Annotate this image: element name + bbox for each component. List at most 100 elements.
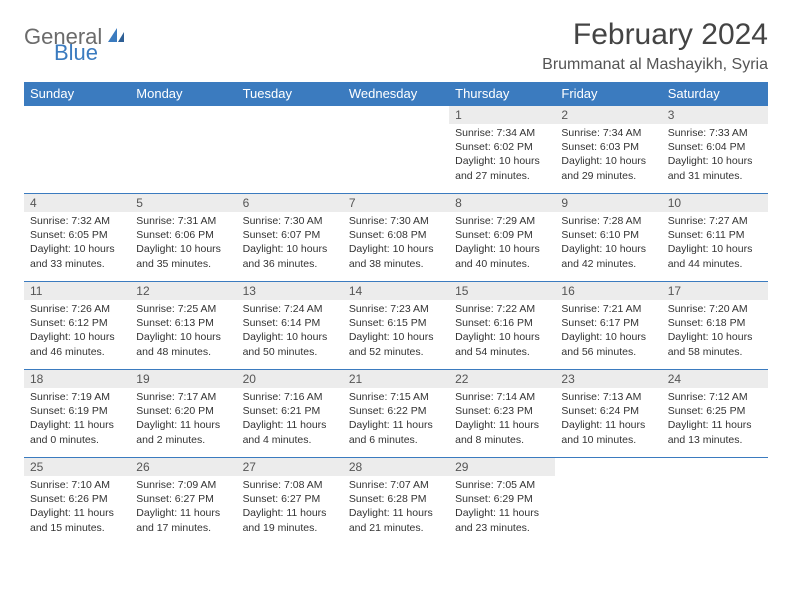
sunrise-text: Sunrise: 7:30 AM — [349, 214, 443, 228]
daylight-text: Daylight: 10 hours and 35 minutes. — [136, 242, 230, 270]
daylight-text: Daylight: 10 hours and 27 minutes. — [455, 154, 549, 182]
day-body: Sunrise: 7:34 AMSunset: 6:03 PMDaylight:… — [555, 124, 661, 187]
sunrise-text: Sunrise: 7:34 AM — [455, 126, 549, 140]
sunrise-text: Sunrise: 7:14 AM — [455, 390, 549, 404]
calendar-day-cell: 22Sunrise: 7:14 AMSunset: 6:23 PMDayligh… — [449, 370, 555, 458]
day-number: 14 — [343, 282, 449, 300]
calendar-day-cell: 13Sunrise: 7:24 AMSunset: 6:14 PMDayligh… — [237, 282, 343, 370]
sunset-text: Sunset: 6:29 PM — [455, 492, 549, 506]
calendar-day-cell: 24Sunrise: 7:12 AMSunset: 6:25 PMDayligh… — [662, 370, 768, 458]
sunrise-text: Sunrise: 7:31 AM — [136, 214, 230, 228]
day-body: Sunrise: 7:07 AMSunset: 6:28 PMDaylight:… — [343, 476, 449, 539]
day-body: Sunrise: 7:16 AMSunset: 6:21 PMDaylight:… — [237, 388, 343, 451]
daylight-text: Daylight: 11 hours and 10 minutes. — [561, 418, 655, 446]
daylight-text: Daylight: 11 hours and 23 minutes. — [455, 506, 549, 534]
calendar-day-cell: 2Sunrise: 7:34 AMSunset: 6:03 PMDaylight… — [555, 106, 661, 194]
sunrise-text: Sunrise: 7:05 AM — [455, 478, 549, 492]
sunset-text: Sunset: 6:19 PM — [30, 404, 124, 418]
sunset-text: Sunset: 6:15 PM — [349, 316, 443, 330]
day-body: Sunrise: 7:05 AMSunset: 6:29 PMDaylight:… — [449, 476, 555, 539]
sunset-text: Sunset: 6:27 PM — [136, 492, 230, 506]
day-body: Sunrise: 7:32 AMSunset: 6:05 PMDaylight:… — [24, 212, 130, 275]
daylight-text: Daylight: 10 hours and 56 minutes. — [561, 330, 655, 358]
day-number: 24 — [662, 370, 768, 388]
daylight-text: Daylight: 11 hours and 8 minutes. — [455, 418, 549, 446]
day-number: 2 — [555, 106, 661, 124]
daylight-text: Daylight: 10 hours and 46 minutes. — [30, 330, 124, 358]
daylight-text: Daylight: 10 hours and 40 minutes. — [455, 242, 549, 270]
daylight-text: Daylight: 10 hours and 29 minutes. — [561, 154, 655, 182]
calendar-day-cell: 3Sunrise: 7:33 AMSunset: 6:04 PMDaylight… — [662, 106, 768, 194]
day-number: 18 — [24, 370, 130, 388]
sunset-text: Sunset: 6:04 PM — [668, 140, 762, 154]
day-body: Sunrise: 7:17 AMSunset: 6:20 PMDaylight:… — [130, 388, 236, 451]
sunset-text: Sunset: 6:28 PM — [349, 492, 443, 506]
day-body: Sunrise: 7:08 AMSunset: 6:27 PMDaylight:… — [237, 476, 343, 539]
daylight-text: Daylight: 11 hours and 2 minutes. — [136, 418, 230, 446]
day-number: 27 — [237, 458, 343, 476]
day-body: Sunrise: 7:28 AMSunset: 6:10 PMDaylight:… — [555, 212, 661, 275]
day-body: Sunrise: 7:24 AMSunset: 6:14 PMDaylight:… — [237, 300, 343, 363]
sunset-text: Sunset: 6:13 PM — [136, 316, 230, 330]
calendar-day-cell: 18Sunrise: 7:19 AMSunset: 6:19 PMDayligh… — [24, 370, 130, 458]
daylight-text: Daylight: 10 hours and 31 minutes. — [668, 154, 762, 182]
daylight-text: Daylight: 11 hours and 21 minutes. — [349, 506, 443, 534]
sunset-text: Sunset: 6:08 PM — [349, 228, 443, 242]
sunrise-text: Sunrise: 7:24 AM — [243, 302, 337, 316]
day-number: 19 — [130, 370, 236, 388]
sunset-text: Sunset: 6:25 PM — [668, 404, 762, 418]
day-body: Sunrise: 7:30 AMSunset: 6:07 PMDaylight:… — [237, 212, 343, 275]
day-body: Sunrise: 7:12 AMSunset: 6:25 PMDaylight:… — [662, 388, 768, 451]
day-body: Sunrise: 7:13 AMSunset: 6:24 PMDaylight:… — [555, 388, 661, 451]
logo-text-blue: Blue — [54, 40, 98, 65]
calendar-week-row: 1Sunrise: 7:34 AMSunset: 6:02 PMDaylight… — [24, 106, 768, 194]
daylight-text: Daylight: 11 hours and 0 minutes. — [30, 418, 124, 446]
sunset-text: Sunset: 6:21 PM — [243, 404, 337, 418]
weekday-header-row: Sunday Monday Tuesday Wednesday Thursday… — [24, 82, 768, 106]
day-number — [130, 106, 236, 110]
daylight-text: Daylight: 11 hours and 6 minutes. — [349, 418, 443, 446]
calendar-day-cell: 17Sunrise: 7:20 AMSunset: 6:18 PMDayligh… — [662, 282, 768, 370]
day-body: Sunrise: 7:23 AMSunset: 6:15 PMDaylight:… — [343, 300, 449, 363]
sunset-text: Sunset: 6:12 PM — [30, 316, 124, 330]
day-number: 26 — [130, 458, 236, 476]
sunset-text: Sunset: 6:05 PM — [30, 228, 124, 242]
day-body: Sunrise: 7:09 AMSunset: 6:27 PMDaylight:… — [130, 476, 236, 539]
sunrise-text: Sunrise: 7:10 AM — [30, 478, 124, 492]
day-number — [24, 106, 130, 110]
calendar-day-cell: 11Sunrise: 7:26 AMSunset: 6:12 PMDayligh… — [24, 282, 130, 370]
calendar-day-cell — [24, 106, 130, 194]
daylight-text: Daylight: 11 hours and 17 minutes. — [136, 506, 230, 534]
day-body: Sunrise: 7:22 AMSunset: 6:16 PMDaylight:… — [449, 300, 555, 363]
sunrise-text: Sunrise: 7:28 AM — [561, 214, 655, 228]
day-number: 20 — [237, 370, 343, 388]
calendar-day-cell: 14Sunrise: 7:23 AMSunset: 6:15 PMDayligh… — [343, 282, 449, 370]
calendar-day-cell: 5Sunrise: 7:31 AMSunset: 6:06 PMDaylight… — [130, 194, 236, 282]
sunrise-text: Sunrise: 7:13 AM — [561, 390, 655, 404]
sunset-text: Sunset: 6:24 PM — [561, 404, 655, 418]
calendar-day-cell: 16Sunrise: 7:21 AMSunset: 6:17 PMDayligh… — [555, 282, 661, 370]
calendar-day-cell: 15Sunrise: 7:22 AMSunset: 6:16 PMDayligh… — [449, 282, 555, 370]
sunrise-text: Sunrise: 7:23 AM — [349, 302, 443, 316]
sunset-text: Sunset: 6:20 PM — [136, 404, 230, 418]
day-number — [237, 106, 343, 110]
calendar-day-cell: 20Sunrise: 7:16 AMSunset: 6:21 PMDayligh… — [237, 370, 343, 458]
daylight-text: Daylight: 10 hours and 42 minutes. — [561, 242, 655, 270]
day-number: 7 — [343, 194, 449, 212]
calendar-day-cell — [130, 106, 236, 194]
sunrise-text: Sunrise: 7:25 AM — [136, 302, 230, 316]
sunrise-text: Sunrise: 7:17 AM — [136, 390, 230, 404]
day-body: Sunrise: 7:26 AMSunset: 6:12 PMDaylight:… — [24, 300, 130, 363]
calendar-day-cell: 19Sunrise: 7:17 AMSunset: 6:20 PMDayligh… — [130, 370, 236, 458]
calendar-day-cell — [343, 106, 449, 194]
day-body: Sunrise: 7:19 AMSunset: 6:19 PMDaylight:… — [24, 388, 130, 451]
day-number: 15 — [449, 282, 555, 300]
day-number — [662, 458, 768, 462]
sunset-text: Sunset: 6:11 PM — [668, 228, 762, 242]
day-body: Sunrise: 7:15 AMSunset: 6:22 PMDaylight:… — [343, 388, 449, 451]
calendar-day-cell: 28Sunrise: 7:07 AMSunset: 6:28 PMDayligh… — [343, 458, 449, 546]
day-number: 4 — [24, 194, 130, 212]
day-body: Sunrise: 7:21 AMSunset: 6:17 PMDaylight:… — [555, 300, 661, 363]
daylight-text: Daylight: 10 hours and 54 minutes. — [455, 330, 549, 358]
sunrise-text: Sunrise: 7:19 AM — [30, 390, 124, 404]
